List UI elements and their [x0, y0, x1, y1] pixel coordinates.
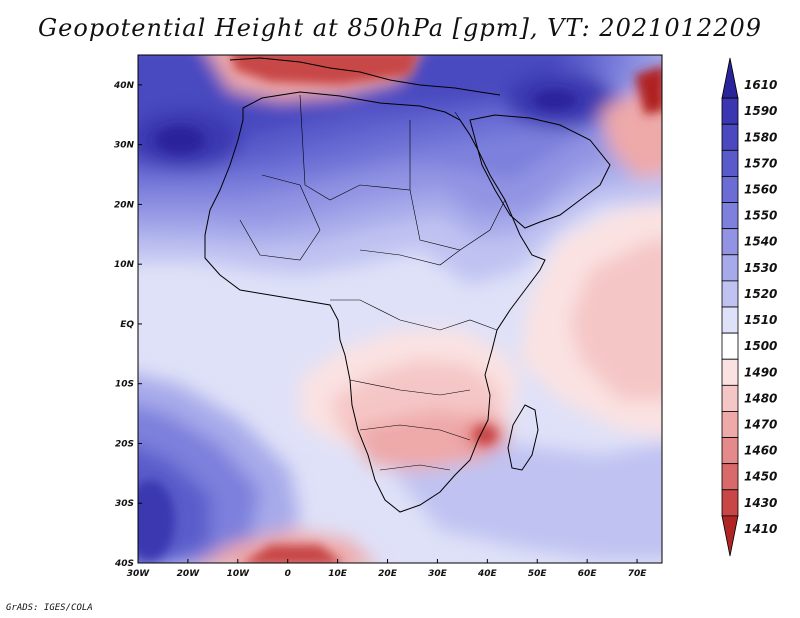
grads-credit: GrADS: IGES/COLA	[6, 603, 93, 613]
legend-swatch-1540	[721, 228, 739, 256]
legend-label-1530: 1530	[744, 261, 777, 275]
legend-swatch-1560	[721, 176, 739, 203]
legend-label-1490: 1490	[744, 365, 777, 379]
legend-label-1450: 1450	[744, 470, 777, 484]
legend-swatch-1490	[721, 358, 739, 386]
latitude-axis: 40N 30N 20N 10N EQ 10S 20S 30S 40S	[113, 81, 142, 569]
legend-swatch-1500	[721, 332, 739, 360]
height-field	[138, 55, 662, 563]
low-core-caspian	[635, 66, 662, 115]
legend-swatch-1460	[721, 437, 739, 465]
legend-label-1590: 1590	[744, 104, 777, 118]
legend-swatch-1610	[721, 57, 739, 99]
lat-tick-label-5: 10S	[115, 380, 134, 390]
legend-swatch-1430	[721, 489, 739, 517]
europe-coastline	[229, 57, 501, 96]
legend-label-1520: 1520	[744, 287, 777, 301]
high-core-sw-inner	[138, 480, 175, 560]
lon-tick-label-3: 0	[285, 569, 291, 579]
legend-swatch-1530	[721, 254, 739, 282]
high-core-atlantic-inner	[155, 126, 205, 154]
lon-tick-label-1: 20W	[177, 569, 201, 579]
arabia-coastline	[469, 114, 611, 229]
lat-tick-label-0: 40N	[113, 81, 135, 91]
plot-frame	[137, 54, 663, 564]
lat-tick-label-7: 30S	[115, 499, 134, 509]
lon-tick-label-5: 20E	[378, 569, 398, 579]
chart-title: Geopotential Height at 850hPa [gpm], VT:…	[38, 14, 762, 42]
field-band-1520-southeast	[380, 440, 662, 560]
field-band-1480-east	[570, 240, 662, 400]
color-legend: 1610 1590 1580 1570 1560 1550 1540 1530 1520 1510…	[721, 57, 777, 557]
legend-swatch-1480	[721, 384, 739, 412]
high-core-iran-inner	[533, 90, 577, 110]
lon-tick-label-2: 10W	[227, 569, 251, 579]
legend-swatch-1450	[721, 463, 739, 491]
legend-swatch-1590	[721, 97, 739, 125]
legend-swatch-1470	[721, 411, 739, 438]
legend-swatch-1550	[721, 202, 739, 230]
lon-tick-label-10: 70E	[628, 569, 648, 579]
legend-swatch-1580	[721, 123, 739, 151]
lon-tick-label-8: 50E	[528, 569, 548, 579]
lon-tick-label-0: 30W	[127, 569, 151, 579]
legend-label-1430: 1430	[744, 496, 777, 510]
legend-label-1610: 1610	[744, 78, 777, 92]
legend-label-1540: 1540	[744, 235, 777, 249]
legend-label-1500: 1500	[744, 339, 777, 353]
lon-tick-label-6: 30E	[428, 569, 448, 579]
lon-tick-label-9: 60E	[578, 569, 598, 579]
legend-label-1510: 1510	[744, 313, 777, 327]
legend-label-1580: 1580	[744, 130, 777, 144]
legend-swatch-1570	[721, 149, 739, 177]
legend-label-1550: 1550	[744, 209, 777, 223]
legend-swatch-1510	[721, 306, 739, 334]
legend-swatch-1410	[721, 515, 739, 557]
lat-tick-label-2: 20N	[114, 200, 135, 210]
longitude-axis: 30W 20W 10W 0 10E 20E 30E 40E 50E 60E 70E	[127, 559, 647, 579]
lat-tick-label-4: EQ	[120, 320, 134, 330]
legend-label-1460: 1460	[744, 444, 777, 458]
lat-tick-label-6: 20S	[115, 439, 134, 449]
field-band-1470-central	[350, 410, 500, 470]
lat-tick-label-3: 10N	[114, 260, 135, 270]
legend-swatch-1520	[721, 280, 739, 308]
legend-label-1470: 1470	[744, 418, 777, 432]
legend-label-1480: 1480	[744, 391, 777, 405]
legend-label-1570: 1570	[744, 156, 777, 170]
lat-tick-label-8: 40S	[114, 559, 134, 569]
madagascar-coastline	[507, 404, 539, 471]
lon-tick-label-7: 40E	[477, 569, 498, 579]
lon-tick-label-4: 10E	[328, 569, 348, 579]
lat-tick-label-1: 30N	[114, 141, 135, 151]
low-core-mozambique-inner	[473, 425, 497, 445]
low-core-mediterranean	[231, 55, 418, 85]
legend-label-1560: 1560	[744, 183, 777, 197]
low-core-south-ocean	[243, 545, 343, 563]
country-borders	[239, 94, 506, 471]
legend-label-1410: 1410	[744, 522, 777, 536]
